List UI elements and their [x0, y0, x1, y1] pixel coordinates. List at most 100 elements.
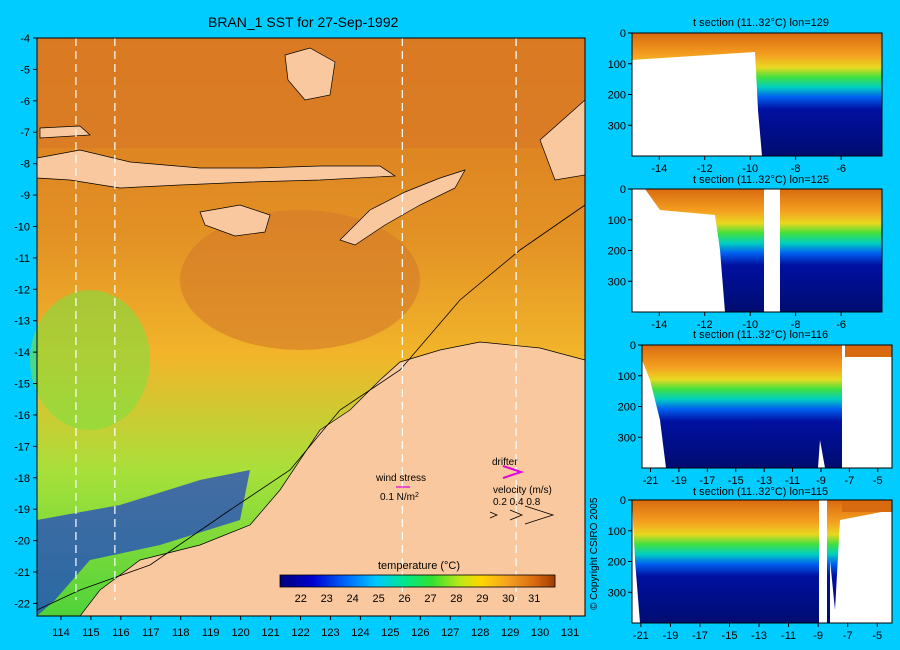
map-y-tick-label: -7 — [20, 127, 30, 139]
map-x-tick-label: 124 — [351, 627, 369, 639]
section-x-tick-label: -12 — [697, 163, 713, 175]
map-y-tick-label: -5 — [20, 64, 30, 76]
section-seafloor-lon116 — [642, 360, 666, 468]
map-y-tick-label: -12 — [14, 284, 30, 296]
section-x-tick-label: -13 — [751, 630, 767, 642]
section-plots: -14 -12 -10 -8 -6 0 100 200 300 -14 -12 -10 -8 -6 0 100… — [608, 28, 893, 642]
map-y-tick-label: -14 — [14, 347, 30, 359]
deep-cool-coastal-strip — [37, 470, 250, 616]
section-plot-lon116 — [641, 344, 893, 469]
section-plot-lon125 — [631, 188, 883, 313]
section-y-tick-label: 100 — [608, 526, 626, 538]
colorbar-tick-label: 29 — [476, 593, 488, 605]
section-y-tick-label: 300 — [618, 432, 636, 444]
map-frame — [36, 37, 586, 617]
map-x-tick-label: 116 — [112, 627, 130, 639]
colorbar-tick-label: 23 — [321, 593, 333, 605]
colorbar-tick-label: 31 — [528, 593, 540, 605]
section-surface-lon116 — [845, 345, 892, 357]
section-x-tick-label: -12 — [697, 319, 713, 331]
section-x-tick-label: -8 — [791, 319, 801, 331]
section-x-tick-label: -19 — [671, 475, 687, 487]
island-north-3 — [39, 125, 91, 139]
map-y-tick-label: -10 — [14, 221, 30, 233]
velocity-scale: 0.2 0.4 0.8 — [493, 497, 541, 508]
section-y-tick-label: 0 — [620, 28, 626, 40]
map-y-tick-label: -19 — [14, 504, 30, 516]
map-y-tick-label: -15 — [14, 379, 30, 391]
section-title-lon125: t section (11..32°C) lon=125 — [693, 174, 829, 186]
australia-landmass — [79, 341, 586, 617]
map-y-tick-label: -6 — [20, 96, 30, 108]
section-axes: -14 -12 -10 -8 -6 0 100 200 300 -14 -12 -10 -8 -6 0 100… — [608, 28, 883, 642]
section-y-tick-label: 200 — [608, 557, 626, 569]
map-x-tick-label: 121 — [261, 627, 279, 639]
section-x-tick-label: -9 — [816, 475, 826, 487]
map-y-axis: -4 -5 -6 -7 -8 -9 -10 -11 -12 -13 -14 -15 -16 -17 -18 -… — [14, 33, 37, 610]
section-x-tick-label: -6 — [836, 163, 846, 175]
map-x-tick-label: 131 — [561, 627, 579, 639]
map-x-tick-label: 123 — [321, 627, 339, 639]
colorbar-tick-label: 30 — [502, 593, 514, 605]
section-seafloor-lon129 — [632, 52, 762, 156]
map-title: BRAN_1 SST for 27-Sep-1992 — [208, 14, 399, 30]
section-title-lon129: t section (11..32°C) lon=129 — [693, 17, 829, 29]
map-x-tick-label: 126 — [411, 627, 429, 639]
map-x-tick-label: 114 — [52, 627, 70, 639]
section-x-tick-label: -7 — [844, 475, 854, 487]
section-y-tick-label: 100 — [608, 59, 626, 71]
map-y-tick-label: -20 — [14, 536, 30, 548]
section-y-tick-label: 300 — [608, 587, 626, 599]
drifter-label: drifter — [492, 457, 518, 468]
map-y-tick-label: -4 — [20, 33, 30, 45]
map-y-tick-label: -18 — [14, 473, 30, 485]
map-y-tick-label: -16 — [14, 410, 30, 422]
section-x-tick-label: -7 — [843, 630, 853, 642]
section-x-tick-label: -19 — [662, 630, 678, 642]
section-x-tick-label: -10 — [742, 163, 758, 175]
section-x-tick-label: -17 — [699, 475, 715, 487]
colorbar-tick-label: 22 — [295, 593, 307, 605]
section-surface-lon115 — [842, 500, 892, 512]
wind-stress-scale: 0.1 N/m2 — [380, 492, 419, 504]
section-lines — [75, 38, 517, 600]
section-gap-lon125 — [764, 189, 780, 312]
map-x-tick-label: 122 — [291, 627, 309, 639]
map-x-tick-label: 115 — [82, 627, 100, 639]
map-x-tick-label: 120 — [231, 627, 249, 639]
map-y-tick-label: -13 — [14, 316, 30, 328]
section-x-tick-label: -17 — [692, 630, 708, 642]
sst-map: 114 115 116 117 118 119 120 121 122 123 124 125 126 1… — [14, 33, 586, 639]
section-x-tick-label: -11 — [785, 475, 800, 487]
colorbar-ticks: 22 23 24 25 26 27 28 29 30 31 — [295, 593, 541, 605]
section-y-tick-label: 300 — [608, 120, 626, 132]
wind-stress-label: wind stress — [375, 473, 426, 484]
section-title-lon116: t section (11..32°C) lon=116 — [693, 329, 829, 341]
section-seafloor-lon125 — [632, 189, 725, 312]
section-x-tick-label: -21 — [643, 475, 659, 487]
island-sumba — [199, 204, 271, 237]
section-seafloor-right-lon116 — [818, 345, 892, 468]
map-y-tick-label: -22 — [14, 598, 30, 610]
section-x-tick-label: -8 — [791, 163, 801, 175]
warm-eddy — [180, 210, 420, 350]
map-x-axis: 114 115 116 117 118 119 120 121 122 123 124 125 126 1… — [52, 616, 579, 639]
section-x-tick-label: -5 — [872, 630, 882, 642]
section-y-tick-label: 0 — [620, 495, 626, 507]
velocity-arrows — [489, 505, 555, 525]
map-y-tick-label: -11 — [15, 253, 30, 265]
map-x-tick-label: 119 — [202, 627, 220, 639]
section-x-tick-label: -11 — [781, 630, 796, 642]
map-x-tick-label: 118 — [172, 627, 190, 639]
section-y-tick-label: 100 — [618, 371, 636, 383]
section-y-tick-label: 200 — [608, 246, 626, 258]
drifter-icon — [502, 465, 525, 479]
section-y-tick-label: 200 — [608, 90, 626, 102]
map-x-tick-label: 129 — [501, 627, 519, 639]
section-x-tick-label: -14 — [651, 163, 667, 175]
section-y-tick-label: 0 — [630, 340, 636, 352]
cool-eddy-west — [30, 290, 150, 430]
section-y-tick-label: 200 — [618, 402, 636, 414]
section-x-tick-label: -5 — [873, 475, 883, 487]
map-x-tick-label: 128 — [471, 627, 489, 639]
